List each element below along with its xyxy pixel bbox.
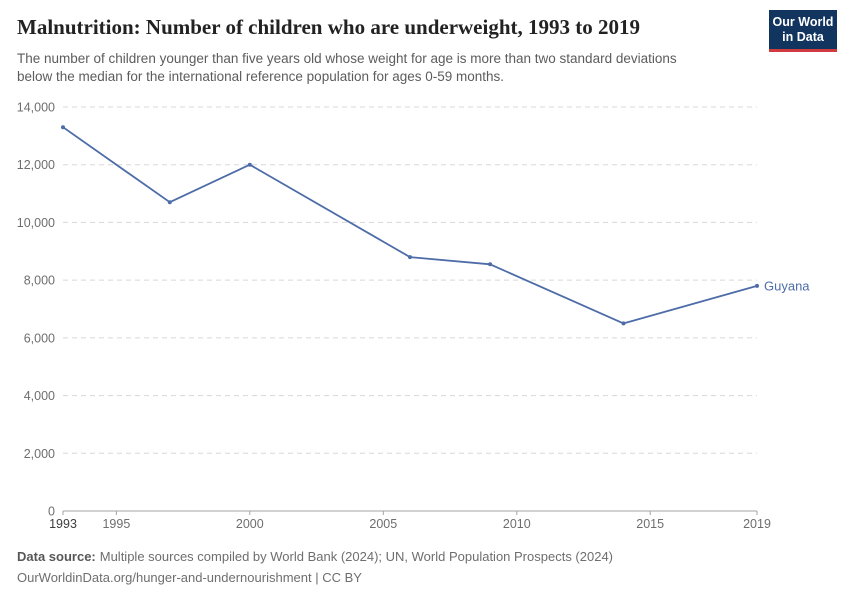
- subtitle-line-1: The number of children younger than five…: [17, 51, 677, 66]
- x-tick-label: 2010: [503, 517, 531, 531]
- y-tick-label: 14,000: [17, 101, 55, 115]
- chart-title: Malnutrition: Number of children who are…: [17, 15, 640, 39]
- x-tick-label: 1993: [49, 517, 77, 531]
- data-point: [621, 321, 626, 326]
- x-tick-label: 1995: [102, 517, 130, 531]
- x-tick-label: 2000: [236, 517, 264, 531]
- chart-canvas[interactable]: 0 2,000 4,000 6,000 8,000 10,000 12,000 14,000 1…: [0, 95, 850, 540]
- data-point: [408, 255, 412, 260]
- data-point: [755, 283, 759, 288]
- x-tick-label: 2019: [743, 517, 771, 531]
- logo-line-2: in Data: [782, 30, 824, 44]
- data-point: [247, 162, 252, 167]
- subtitle-line-2: below the median for the international r…: [17, 68, 505, 84]
- y-tick-label: 12,000: [17, 158, 55, 172]
- x-tick-label: 2015: [636, 517, 664, 531]
- citation-link[interactable]: OurWorldinData.org/hunger-and-undernouri…: [17, 570, 362, 585]
- y-tick-label: 4,000: [24, 389, 55, 403]
- data-point: [488, 262, 493, 267]
- chart-footer: Data source: Multiple sources compiled by…: [17, 546, 613, 588]
- chart-subtitle: The number of children younger than five…: [17, 50, 677, 85]
- series-end-label: Guyana: [764, 278, 810, 293]
- y-tick-label: 8,000: [24, 274, 55, 288]
- owid-logo[interactable]: Our World in Data: [769, 10, 837, 52]
- data-source-text: Multiple sources compiled by World Bank …: [99, 549, 614, 564]
- trend-line: [62, 126, 758, 325]
- data-point: [167, 200, 172, 205]
- logo-line-1: Our World: [772, 15, 834, 29]
- data-source-label: Data source:: [17, 549, 96, 564]
- data-source-line: Data source: Multiple sources compiled by…: [17, 546, 613, 567]
- y-tick-label: 10,000: [17, 216, 55, 230]
- data-point: [61, 125, 65, 130]
- x-tick-label: 2005: [369, 517, 397, 531]
- y-tick-label: 2,000: [24, 447, 55, 461]
- y-tick-label: 0: [48, 505, 55, 519]
- y-tick-label: 6,000: [24, 331, 55, 345]
